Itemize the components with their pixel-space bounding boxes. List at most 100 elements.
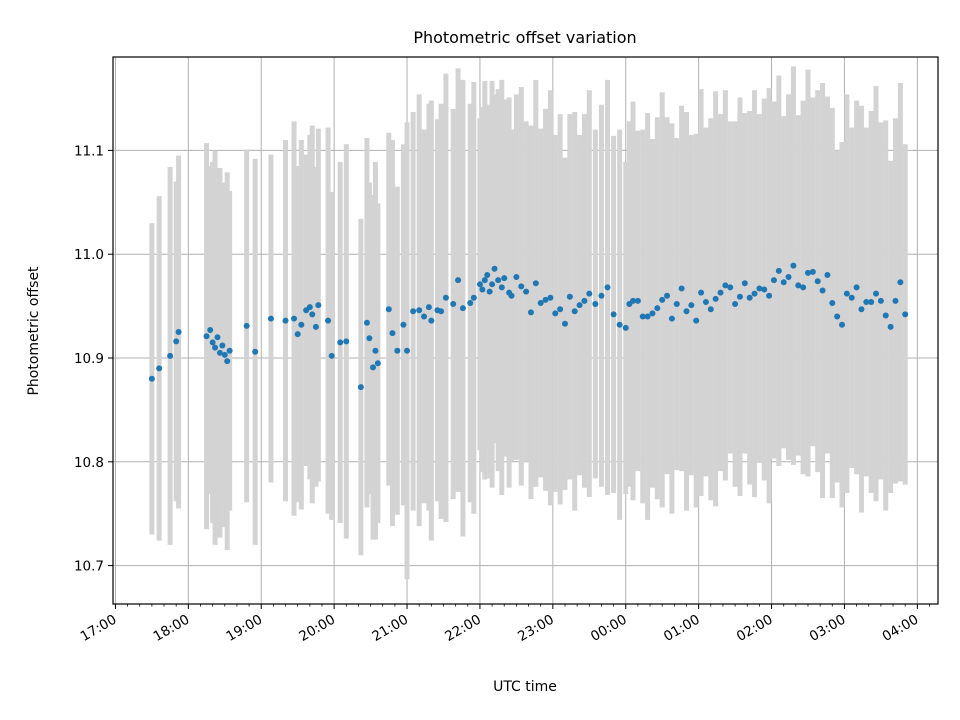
data-point <box>688 302 695 309</box>
data-point <box>291 315 298 322</box>
data-point <box>389 330 396 337</box>
data-point <box>668 315 675 322</box>
data-point <box>610 311 617 318</box>
data-point <box>659 296 666 303</box>
data-point <box>809 268 816 275</box>
data-point <box>804 269 811 276</box>
data-point <box>476 281 483 288</box>
data-point <box>203 333 210 340</box>
data-point <box>421 313 428 320</box>
data-point <box>315 302 322 309</box>
data-point <box>207 326 214 333</box>
data-point <box>214 334 221 341</box>
data-point <box>839 321 846 328</box>
data-point <box>484 271 491 278</box>
data-point <box>622 324 629 331</box>
data-point <box>780 279 787 286</box>
data-point <box>892 297 899 304</box>
data-point <box>470 294 477 301</box>
data-point <box>501 275 508 282</box>
data-point <box>766 292 773 299</box>
data-point <box>243 322 250 329</box>
data-point <box>604 284 611 291</box>
data-point <box>834 313 841 320</box>
data-point <box>481 277 488 284</box>
y-tick-label: 11.1 <box>74 143 104 159</box>
data-point <box>404 347 411 354</box>
data-point <box>486 288 493 295</box>
data-point <box>167 352 174 359</box>
data-point <box>785 274 792 281</box>
data-point <box>410 308 417 315</box>
data-point <box>717 289 724 296</box>
data-point <box>175 329 182 336</box>
data-point <box>712 295 719 302</box>
data-point <box>683 308 690 315</box>
data-point <box>557 306 564 313</box>
data-point <box>450 301 457 308</box>
data-point <box>328 352 335 359</box>
data-point <box>173 338 180 345</box>
data-point <box>209 339 216 346</box>
data-point <box>216 349 223 356</box>
data-point <box>252 348 259 355</box>
data-point <box>438 308 445 315</box>
data-point <box>664 292 671 299</box>
data-point <box>148 375 155 382</box>
data-point <box>306 304 313 311</box>
data-point <box>616 321 623 328</box>
data-point <box>532 280 539 287</box>
y-tick-label: 10.7 <box>74 559 104 575</box>
data-point <box>741 280 748 287</box>
data-point <box>467 299 474 306</box>
data-point <box>337 339 344 346</box>
data-point <box>416 307 423 314</box>
data-point <box>156 365 163 372</box>
y-axis-ticks: 10.7 10.8 10.9 11.0 11.1 <box>74 143 113 575</box>
data-point <box>282 317 289 324</box>
data-point <box>489 281 496 288</box>
data-point <box>527 309 534 316</box>
data-point <box>707 306 714 313</box>
data-point <box>442 294 449 301</box>
data-point <box>897 279 904 286</box>
data-point <box>819 287 826 294</box>
data-point <box>312 323 319 330</box>
data-point <box>654 305 661 312</box>
data-point <box>518 283 525 290</box>
data-point <box>372 347 379 354</box>
data-point <box>795 282 802 289</box>
data-point <box>394 347 401 354</box>
data-point <box>722 282 729 289</box>
data-point <box>902 311 909 318</box>
data-point <box>479 286 486 293</box>
data-point <box>702 298 709 305</box>
data-point <box>325 317 332 324</box>
data-point <box>843 290 850 297</box>
data-point <box>498 284 505 291</box>
data-point <box>537 299 544 306</box>
data-point <box>366 335 373 342</box>
data-point <box>459 305 466 312</box>
data-point <box>212 344 219 351</box>
data-point <box>770 277 777 284</box>
data-point <box>630 297 637 304</box>
data-point <box>790 262 797 269</box>
data-point <box>678 285 685 292</box>
data-point <box>309 311 316 318</box>
y-tick-label: 11.0 <box>74 247 104 263</box>
data-point <box>598 292 605 299</box>
data-point <box>425 304 432 311</box>
data-point <box>877 297 884 304</box>
data-point <box>800 284 807 291</box>
data-point <box>370 364 377 371</box>
data-point <box>428 317 435 324</box>
data-point <box>586 290 593 297</box>
data-point <box>775 267 782 274</box>
data-point <box>873 290 880 297</box>
data-point <box>848 294 855 301</box>
data-point <box>219 342 226 349</box>
data-point <box>644 313 651 320</box>
data-point <box>547 294 554 301</box>
